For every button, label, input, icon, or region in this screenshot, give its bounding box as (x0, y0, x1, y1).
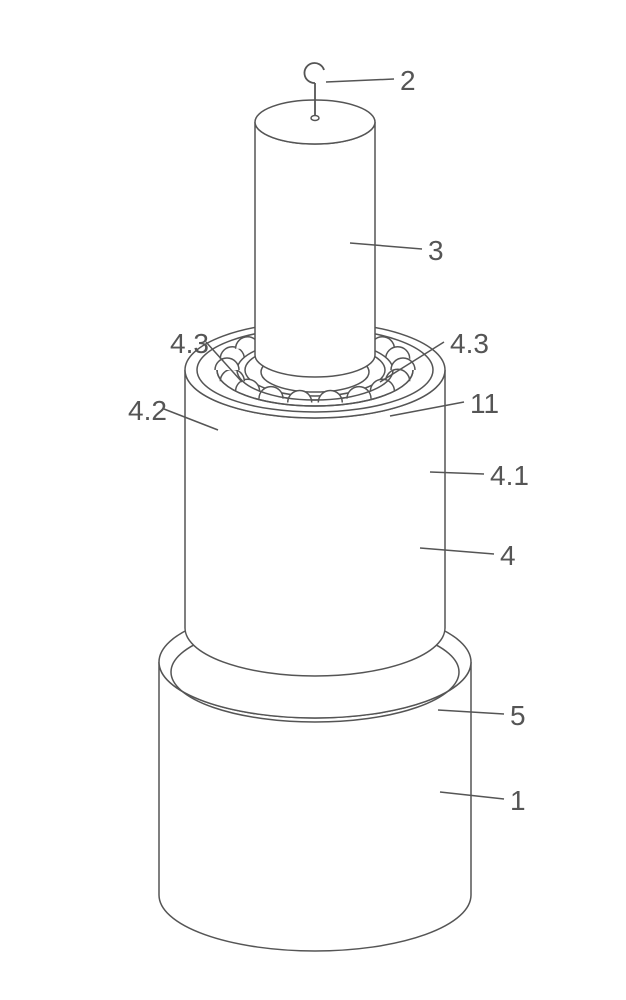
callout-label: 2 (400, 65, 416, 97)
callout-label: 4.2 (128, 395, 167, 427)
callout-label: 4.3 (450, 328, 489, 360)
callout-label: 1 (510, 785, 526, 817)
technical-diagram (0, 0, 626, 1000)
hook-base (311, 116, 319, 121)
callout-label: 11 (470, 388, 499, 420)
callout-label: 4 (500, 540, 516, 572)
leader-line (326, 79, 394, 82)
callout-label: 5 (510, 700, 526, 732)
top-cylinder-body (255, 122, 375, 377)
callout-label: 4.1 (490, 460, 529, 492)
callout-label: 4.3 (170, 328, 209, 360)
callout-label: 3 (428, 235, 444, 267)
hook-curve (304, 63, 324, 83)
